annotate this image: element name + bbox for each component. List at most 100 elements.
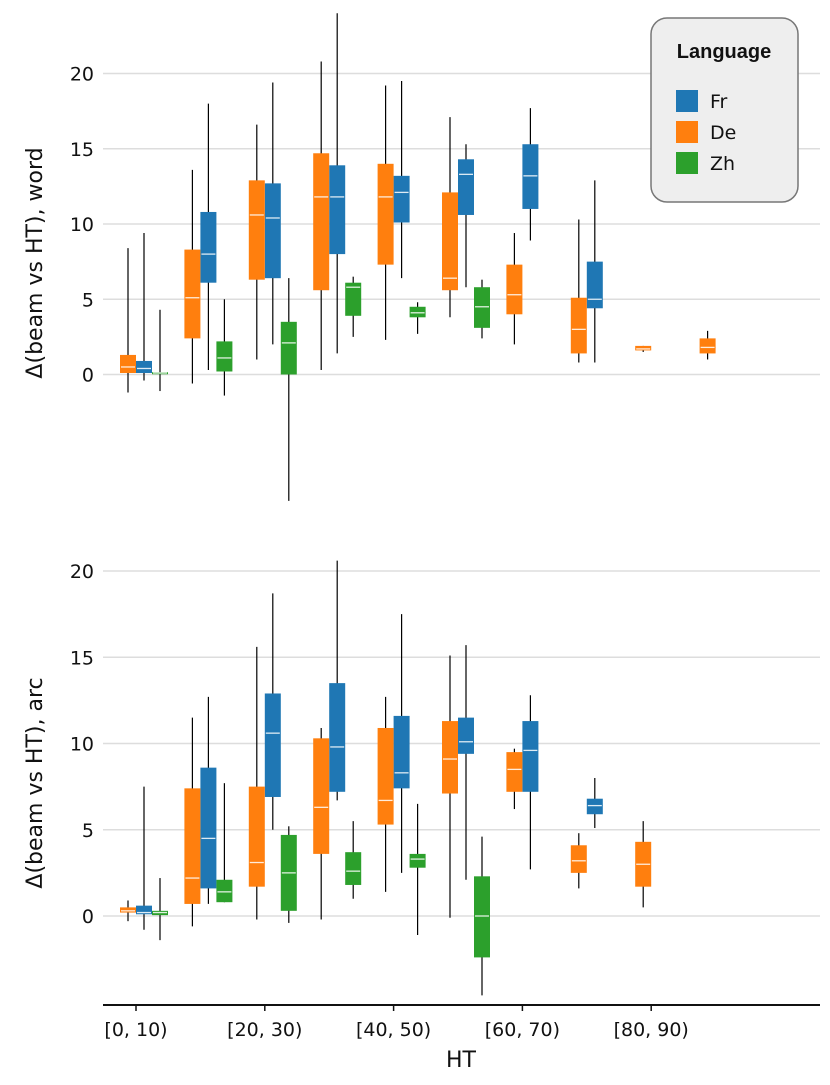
word-boxes: [120, 13, 716, 501]
box-body: [393, 715, 410, 789]
word-box-fr-2: [264, 82, 281, 345]
arc-box-de-8: [635, 821, 652, 908]
box-body: [264, 693, 281, 797]
box-body: [442, 192, 458, 291]
arc-box-de-1: [184, 717, 201, 927]
box-body: [522, 721, 539, 792]
legend-swatch-de: [676, 121, 698, 143]
legend-entry-de: De: [676, 121, 736, 144]
box-body: [120, 907, 136, 913]
word-y-axis-title: Δ(beam vs HT), word: [23, 147, 48, 378]
box-body: [136, 360, 152, 373]
box-body: [699, 338, 716, 354]
legend-entry-fr: Fr: [676, 90, 728, 113]
arc-box-fr-1: [200, 696, 217, 904]
word-box-zh-4: [409, 302, 426, 334]
box-body: [522, 144, 539, 209]
arc-y-tick-0: 0: [82, 906, 94, 928]
x-tick-label-2: [20, 30): [227, 1019, 302, 1041]
arc-box-zh-2: [280, 826, 297, 923]
box-body: [506, 752, 523, 792]
box-body: [248, 180, 265, 280]
arc-box-fr-5: [458, 645, 474, 880]
word-box-de-7: [570, 219, 587, 363]
box-body: [313, 738, 330, 854]
word-y-tick-20: 20: [70, 64, 94, 86]
word-box-de-4: [377, 85, 394, 340]
box-body: [570, 297, 587, 354]
word-box-zh-0: [152, 309, 168, 392]
box-body: [458, 159, 474, 215]
word-y-tick-15: 15: [70, 139, 94, 161]
word-y-tick-5: 5: [82, 289, 94, 311]
box-body: [184, 788, 201, 904]
arc-box-de-4: [377, 696, 394, 892]
legend-label-zh: Zh: [710, 153, 735, 175]
arc-box-fr-7: [586, 778, 603, 829]
box-body: [329, 165, 346, 255]
word-box-de-0: [120, 248, 136, 393]
box-body: [329, 683, 346, 792]
arc-box-fr-3: [329, 560, 346, 801]
box-body: [586, 261, 603, 309]
word-box-de-8: [635, 345, 652, 352]
legend-entry-zh: Zh: [676, 152, 735, 175]
arc-box-de-7: [570, 833, 587, 889]
box-body: [409, 306, 426, 318]
box-body: [570, 845, 587, 873]
arc-box-fr-0: [136, 786, 152, 930]
word-box-fr-1: [200, 103, 217, 370]
word-box-de-2: [248, 124, 265, 360]
arc-box-fr-4: [393, 614, 410, 873]
arc-box-fr-6: [522, 695, 539, 870]
legend-title: Language: [677, 41, 771, 63]
box-body: [200, 767, 217, 889]
word-box-fr-5: [458, 144, 474, 288]
box-body: [586, 798, 603, 815]
word-panel: 0 5 10 15 20 Δ(beam vs HT), word: [23, 13, 820, 501]
arc-y-tick-labels: 0 5 10 15 20: [70, 561, 94, 928]
arc-box-zh-0: [152, 878, 168, 941]
box-body: [393, 175, 410, 223]
arc-y-tick-15: 15: [70, 647, 94, 669]
box-body: [345, 852, 362, 885]
word-box-zh-1: [216, 299, 233, 396]
box-body: [409, 853, 426, 868]
x-tick-label-0: [0, 10): [104, 1019, 167, 1041]
box-body: [474, 876, 490, 958]
box-body: [377, 727, 394, 825]
arc-y-axis-title: Δ(beam vs HT), arc: [23, 677, 48, 888]
arc-y-tick-10: 10: [70, 734, 94, 756]
x-tick-label-8: [80, 90): [614, 1019, 689, 1041]
box-body: [345, 282, 362, 316]
arc-y-tick-20: 20: [70, 561, 94, 583]
box-body: [280, 321, 297, 375]
arc-box-zh-4: [409, 803, 426, 935]
box-body: [120, 354, 136, 373]
word-box-fr-6: [522, 108, 539, 241]
word-y-tick-10: 10: [70, 214, 94, 236]
word-box-de-9: [699, 330, 716, 360]
arc-box-de-6: [506, 748, 523, 810]
word-box-fr-7: [586, 180, 603, 363]
x-tick-labels: [0, 10) [20, 30) [40, 50) [60, 70) [80, 90): [104, 1005, 689, 1041]
arc-box-zh-1: [216, 783, 233, 903]
box-body: [184, 249, 201, 339]
legend-label-fr: Fr: [710, 91, 728, 113]
arc-box-zh-3: [345, 821, 362, 899]
legend-label-de: De: [710, 122, 736, 144]
arc-box-zh-5: [474, 836, 490, 996]
box-body: [200, 211, 217, 283]
word-box-zh-5: [474, 279, 490, 339]
box-body: [377, 163, 394, 265]
x-axis: [0, 10) [20, 30) [40, 50) [60, 70) [80, 90) …: [103, 1004, 820, 1073]
word-box-de-6: [506, 233, 523, 345]
box-body: [313, 153, 330, 291]
box-body: [136, 905, 152, 915]
arc-y-tick-5: 5: [82, 820, 94, 842]
x-axis-title: HT: [446, 1048, 477, 1073]
arc-box-de-3: [313, 727, 330, 920]
box-body: [248, 786, 265, 887]
arc-box-fr-2: [264, 593, 281, 830]
